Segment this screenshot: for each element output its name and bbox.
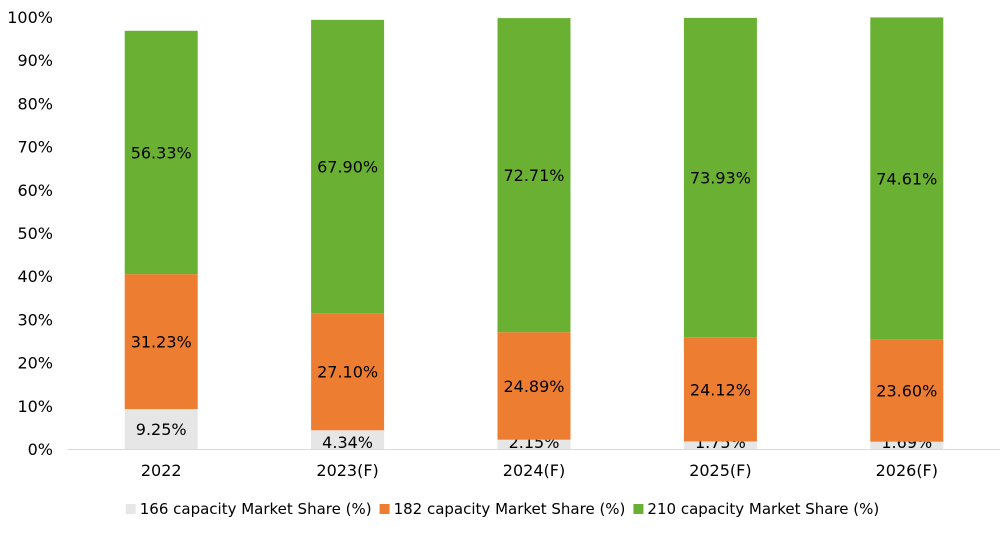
bar-segment [124, 409, 198, 449]
bar-segment [683, 17, 757, 338]
x-axis-ticks: 2022 2023(F) 2024(F) 2025(F) 2026(F) [141, 461, 938, 480]
x-tick-label: 2022 [141, 461, 182, 480]
data-label: 27.10% [317, 363, 378, 382]
data-label: 4.34% [322, 433, 373, 452]
bar-segment [683, 441, 757, 449]
y-tick-label: 100% [7, 8, 53, 27]
data-label: 72.71% [503, 166, 564, 185]
y-tick-label: 30% [17, 310, 53, 329]
y-tick-label: 60% [17, 181, 53, 200]
data-label: 24.12% [690, 380, 751, 399]
y-tick-label: 10% [17, 397, 53, 416]
y-tick-label: 80% [17, 94, 53, 113]
data-label: 67.90% [317, 158, 378, 177]
bar-segment [497, 18, 571, 333]
x-tick-label: 2024(F) [503, 461, 565, 480]
data-label: 23.60% [876, 382, 937, 401]
bar-segment [311, 19, 385, 314]
x-tick-label: 2025(F) [689, 461, 751, 480]
bar-segment [870, 17, 944, 340]
legend-swatch [125, 504, 136, 514]
x-tick-label: 2026(F) [876, 461, 938, 480]
bar-segment [497, 332, 571, 440]
y-tick-label: 50% [17, 224, 53, 243]
y-tick-label: 90% [17, 51, 53, 70]
legend-label: 182 capacity Market Share (%) [394, 500, 626, 518]
bar-segment [870, 339, 944, 442]
bar-segment [124, 274, 198, 410]
data-label: 9.25% [136, 420, 187, 439]
legend-item: 210 capacity Market Share (%) [633, 500, 879, 518]
bar-segment [683, 337, 757, 442]
y-tick-label: 70% [17, 138, 53, 157]
bar-segment [497, 439, 571, 449]
data-label: 24.89% [503, 377, 564, 396]
y-tick-label: 40% [17, 267, 53, 286]
bar-segment [124, 30, 198, 275]
bar-segment [311, 430, 385, 449]
bar-segment [870, 441, 944, 449]
x-tick-label: 2023(F) [316, 461, 378, 480]
legend-swatch [633, 504, 644, 514]
bars: 9.25%31.23%56.33%4.34%27.10%67.90%2.15%2… [124, 17, 944, 452]
data-label: 74.61% [876, 170, 937, 189]
legend: 166 capacity Market Share (%) 182 capacit… [125, 500, 879, 518]
y-tick-label: 20% [17, 354, 53, 373]
data-label: 73.93% [690, 169, 751, 188]
y-axis-ticks: 0% 10% 20% 30% 40% 50% 60% 70% 80% 90% 100% [7, 8, 53, 459]
legend-swatch [379, 504, 390, 514]
data-label: 56.33% [131, 143, 192, 162]
bar-segment [311, 313, 385, 431]
legend-item: 166 capacity Market Share (%) [125, 500, 372, 518]
data-label: 31.23% [131, 333, 192, 352]
legend-item: 182 capacity Market Share (%) [379, 500, 626, 518]
legend-label: 210 capacity Market Share (%) [647, 500, 879, 518]
legend-label: 166 capacity Market Share (%) [140, 500, 372, 518]
y-tick-label: 0% [28, 440, 53, 459]
